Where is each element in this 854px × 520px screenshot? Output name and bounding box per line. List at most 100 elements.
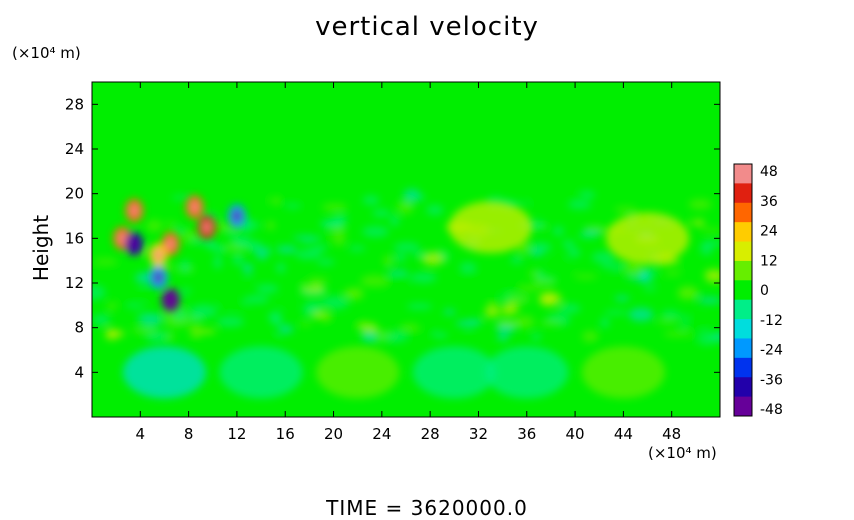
y-axis-unit: (×10⁴ m) (12, 44, 81, 62)
updraft-core (154, 249, 163, 261)
downdraft-core (166, 294, 175, 306)
colorbar-swatch (734, 396, 752, 417)
updraft-cell (316, 346, 400, 399)
y-tick-label: 4 (74, 363, 84, 381)
turbulence-patch (510, 256, 524, 264)
colorbar-tick-label: 0 (760, 283, 769, 299)
turbulence-patch (495, 322, 516, 334)
x-tick-label: 8 (184, 425, 194, 443)
x-tick-label: 48 (662, 425, 681, 443)
turbulence-patch (683, 316, 710, 331)
turbulence-patch (701, 228, 720, 233)
turbulence-patch (92, 266, 104, 273)
colorbar-tick-label: -36 (760, 372, 783, 388)
x-tick-label: 24 (372, 425, 391, 443)
turbulence-patch (118, 296, 137, 307)
turbulence-patch (136, 287, 159, 302)
turbulence-patch (316, 258, 335, 266)
chart-title: vertical velocity (315, 12, 539, 42)
turbulence-patch (190, 334, 201, 343)
turbulence-patch (484, 304, 498, 319)
turbulence-patch (689, 334, 708, 341)
turbulence-patch (582, 330, 599, 343)
x-tick-label: 12 (227, 425, 246, 443)
turbulence-patch (426, 204, 444, 216)
x-tick-label: 4 (136, 425, 146, 443)
turbulence-patch (171, 308, 188, 322)
downdraft-core (130, 238, 139, 250)
turbulence-patch (506, 294, 531, 304)
downdraft-cell (412, 346, 496, 399)
turbulence-patch (581, 229, 603, 235)
turbulence-patch (425, 326, 437, 336)
turbulence-patch (292, 235, 319, 240)
turbulence-patch (321, 203, 348, 212)
turbulence-patch (344, 317, 366, 327)
turbulence-patch (256, 195, 269, 204)
turbulence-patch (667, 260, 692, 269)
turbulence-patch (332, 232, 346, 247)
downdraft-cell (485, 346, 569, 399)
turbulence-patch (139, 313, 163, 326)
turbulence-patch (569, 192, 588, 204)
turbulence-patch (358, 322, 379, 334)
colorbar-swatch (734, 319, 752, 339)
turbulence-patch (567, 247, 581, 258)
time-label: TIME = 3620000.0 (326, 496, 528, 520)
turbulence-patch (600, 317, 610, 328)
turbulence-patch (664, 271, 682, 276)
turbulence-patch (145, 330, 170, 343)
turbulence-patch (163, 221, 178, 226)
turbulence-patch (179, 260, 191, 274)
turbulence-patch (538, 292, 557, 307)
turbulence-patch (322, 295, 349, 310)
colorbar-frame (733, 163, 753, 417)
colorbar: 48 36 24 12 0 -12 -24 -36 -48 (733, 163, 783, 418)
turbulence-patch (258, 335, 282, 343)
turbulence-patch (348, 245, 366, 252)
turbulence-patch (270, 197, 281, 205)
updraft-cell (581, 346, 665, 399)
turbulence-patch (558, 303, 581, 314)
turbulence-patch (318, 235, 334, 241)
turbulence-patch (459, 268, 479, 282)
turbulence-patch (287, 201, 315, 206)
turbulence-patch (190, 304, 218, 318)
feature-layer (113, 195, 690, 399)
turbulence-patch (604, 310, 628, 315)
x-axis-unit: (×10⁴ m) (648, 444, 717, 462)
turbulence-patch (611, 270, 626, 277)
turbulence-patch (324, 323, 338, 328)
updraft-core (118, 232, 127, 244)
turbulence-patch (92, 286, 106, 300)
turbulence-patch (393, 242, 420, 252)
turbulence-patch (643, 286, 657, 292)
turbulence-patch (432, 332, 448, 339)
turbulence-patch (412, 251, 429, 258)
turbulence-patch (578, 233, 599, 239)
turbulence-patch (360, 274, 389, 288)
turbulence-patch (212, 244, 228, 253)
turbulence-patch (704, 270, 720, 284)
y-axis: 4 8 12 16 20 24 28 (65, 95, 720, 381)
colorbar-tick-label: -12 (760, 313, 783, 329)
turbulence-patch (201, 328, 213, 334)
turbulence-patch (516, 315, 535, 329)
turbulence-patch (303, 236, 327, 250)
colorbar-swatch (734, 183, 752, 204)
turbulence-patch (265, 245, 283, 253)
turbulence-patch (127, 304, 146, 309)
colorbar-swatch (734, 260, 752, 281)
turbulence-patch (92, 314, 111, 326)
turbulence-patch (697, 297, 720, 304)
turbulence-patch (234, 240, 263, 249)
turbulence-patch (242, 278, 257, 283)
colorbar-tick-label: 48 (760, 164, 778, 180)
turbulence-patch (387, 269, 409, 275)
updraft-core (202, 221, 211, 233)
turbulence-patch (532, 200, 543, 209)
turbulence-patch (656, 319, 678, 325)
turbulence-patch (591, 251, 616, 264)
x-tick-label: 28 (421, 425, 440, 443)
